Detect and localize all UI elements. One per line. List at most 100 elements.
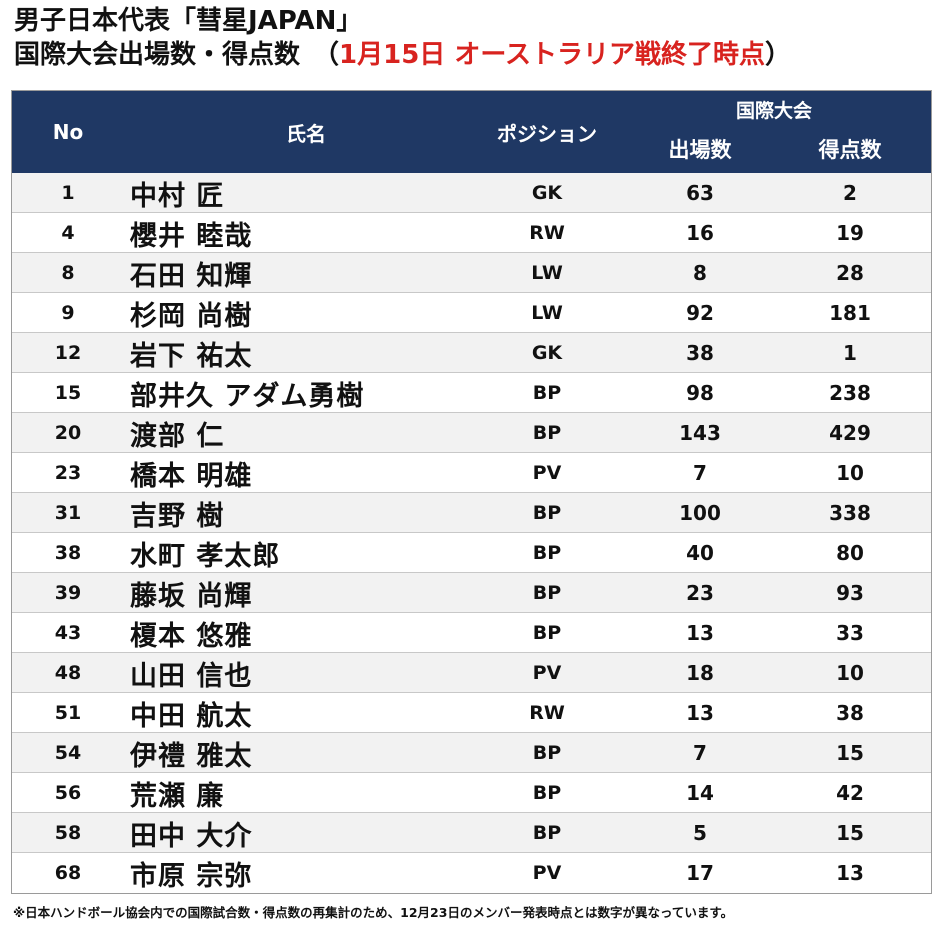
header-name: 氏名 — [286, 121, 326, 146]
cell-position: BP — [532, 582, 562, 604]
table-row: 1 中村 匠 GK 63 2 — [12, 173, 931, 213]
cell-position: BP — [532, 782, 562, 804]
title-line1: 男子日本代表「彗星JAPAN」 — [14, 6, 363, 36]
cell-caps: 14 — [686, 781, 714, 805]
cell-goals: 33 — [836, 621, 864, 645]
cell-no: 1 — [61, 182, 75, 204]
cell-position: BP — [532, 542, 562, 564]
cell-caps: 13 — [686, 701, 714, 725]
cell-position: RW — [529, 702, 565, 724]
cell-goals: 2 — [843, 181, 857, 205]
cell-player-name: 田中 大介 — [130, 820, 253, 852]
title-date-highlight: 1月15日 オーストラリア戦終了時点 — [339, 40, 766, 70]
table-row: 12 岩下 祐太 GK 38 1 — [12, 333, 931, 373]
footnote: ※日本ハンドボール協会内での国際試合数・得点数の再集計のため、12月23日のメン… — [13, 905, 734, 920]
cell-position: GK — [531, 182, 563, 204]
cell-goals: 238 — [829, 381, 871, 405]
cell-player-name: 櫻井 睦哉 — [130, 220, 253, 252]
cell-no: 31 — [54, 502, 82, 524]
cell-position: GK — [531, 342, 563, 364]
cell-caps: 100 — [679, 501, 721, 525]
cell-player-name: 岩下 祐太 — [130, 340, 253, 372]
roster-table: No 氏名 ポジション 国際大会 出場数 得点数 1 中村 匠 GK 63 2 4 櫻井 睦… — [11, 90, 932, 894]
cell-caps: 7 — [693, 461, 707, 485]
cell-position: PV — [532, 862, 562, 884]
cell-no: 8 — [61, 262, 75, 284]
cell-position: BP — [532, 502, 562, 524]
cell-caps: 63 — [686, 181, 714, 205]
table-row: 54 伊禮 雅太 BP 7 15 — [12, 733, 931, 773]
cell-caps: 5 — [693, 821, 707, 845]
cell-no: 4 — [61, 222, 75, 244]
table-row: 38 水町 孝太郎 BP 40 80 — [12, 533, 931, 573]
table-row: 15 部井久 アダム勇樹 BP 98 238 — [12, 373, 931, 413]
cell-caps: 13 — [686, 621, 714, 645]
cell-goals: 80 — [836, 541, 864, 565]
cell-player-name: 山田 信也 — [130, 660, 253, 692]
cell-caps: 8 — [693, 261, 707, 285]
table-row: 56 荒瀬 廉 BP 14 42 — [12, 773, 931, 813]
cell-no: 43 — [54, 622, 82, 644]
cell-caps: 92 — [686, 301, 714, 325]
cell-no: 54 — [54, 742, 82, 764]
cell-goals: 181 — [829, 301, 871, 325]
cell-goals: 42 — [836, 781, 864, 805]
header-goals: 得点数 — [818, 138, 882, 162]
header-international-group: 国際大会 — [735, 99, 812, 122]
cell-player-name: 橋本 明雄 — [130, 460, 253, 492]
cell-goals: 93 — [836, 581, 864, 605]
table-row: 39 藤坂 尚輝 BP 23 93 — [12, 573, 931, 613]
table-row: 43 榎本 悠雅 BP 13 33 — [12, 613, 931, 653]
cell-caps: 38 — [686, 341, 714, 365]
cell-position: BP — [532, 822, 562, 844]
cell-caps: 18 — [686, 661, 714, 685]
table-row: 4 櫻井 睦哉 RW 16 19 — [12, 213, 931, 253]
cell-goals: 10 — [836, 661, 864, 685]
cell-caps: 23 — [686, 581, 714, 605]
cell-goals: 28 — [836, 261, 864, 285]
cell-no: 39 — [54, 582, 82, 604]
cell-player-name: 中田 航太 — [130, 700, 253, 732]
page-title: 男子日本代表「彗星JAPAN」 国際大会出場数・得点数 （1月15日 オーストラ… — [14, 4, 791, 72]
cell-goals: 13 — [836, 861, 864, 885]
table-row: 31 吉野 樹 BP 100 338 — [12, 493, 931, 533]
cell-position: LW — [531, 302, 563, 324]
cell-caps: 40 — [686, 541, 714, 565]
cell-goals: 338 — [829, 501, 871, 525]
cell-player-name: 石田 知輝 — [130, 260, 253, 292]
table-row: 51 中田 航太 RW 13 38 — [12, 693, 931, 733]
cell-no: 48 — [54, 662, 82, 684]
header-no: No — [52, 120, 84, 144]
cell-no: 56 — [54, 782, 82, 804]
cell-goals: 429 — [829, 421, 871, 445]
cell-player-name: 吉野 樹 — [130, 500, 225, 532]
table-row: 9 杉岡 尚樹 LW 92 181 — [12, 293, 931, 333]
cell-caps: 143 — [679, 421, 721, 445]
cell-player-name: 市原 宗弥 — [130, 860, 253, 892]
table-row: 48 山田 信也 PV 18 10 — [12, 653, 931, 693]
cell-goals: 38 — [836, 701, 864, 725]
cell-no: 38 — [54, 542, 82, 564]
cell-caps: 17 — [686, 861, 714, 885]
cell-position: BP — [532, 742, 562, 764]
cell-no: 23 — [54, 462, 82, 484]
cell-position: BP — [532, 382, 562, 404]
cell-player-name: 杉岡 尚樹 — [130, 300, 253, 332]
cell-no: 20 — [54, 422, 82, 444]
cell-position: BP — [532, 622, 562, 644]
cell-caps: 7 — [693, 741, 707, 765]
cell-player-name: 藤坂 尚輝 — [130, 580, 253, 612]
cell-position: BP — [532, 422, 562, 444]
cell-player-name: 部井久 アダム勇樹 — [130, 380, 365, 412]
cell-player-name: 渡部 仁 — [130, 420, 225, 452]
cell-goals: 15 — [836, 741, 864, 765]
title-line2-suffix: ） — [765, 40, 792, 70]
cell-position: PV — [532, 662, 562, 684]
cell-player-name: 荒瀬 廉 — [130, 780, 225, 812]
cell-player-name: 榎本 悠雅 — [130, 620, 253, 652]
cell-position: LW — [531, 262, 563, 284]
cell-no: 51 — [54, 702, 82, 724]
cell-caps: 98 — [686, 381, 714, 405]
cell-no: 68 — [54, 862, 82, 884]
cell-no: 15 — [54, 382, 82, 404]
